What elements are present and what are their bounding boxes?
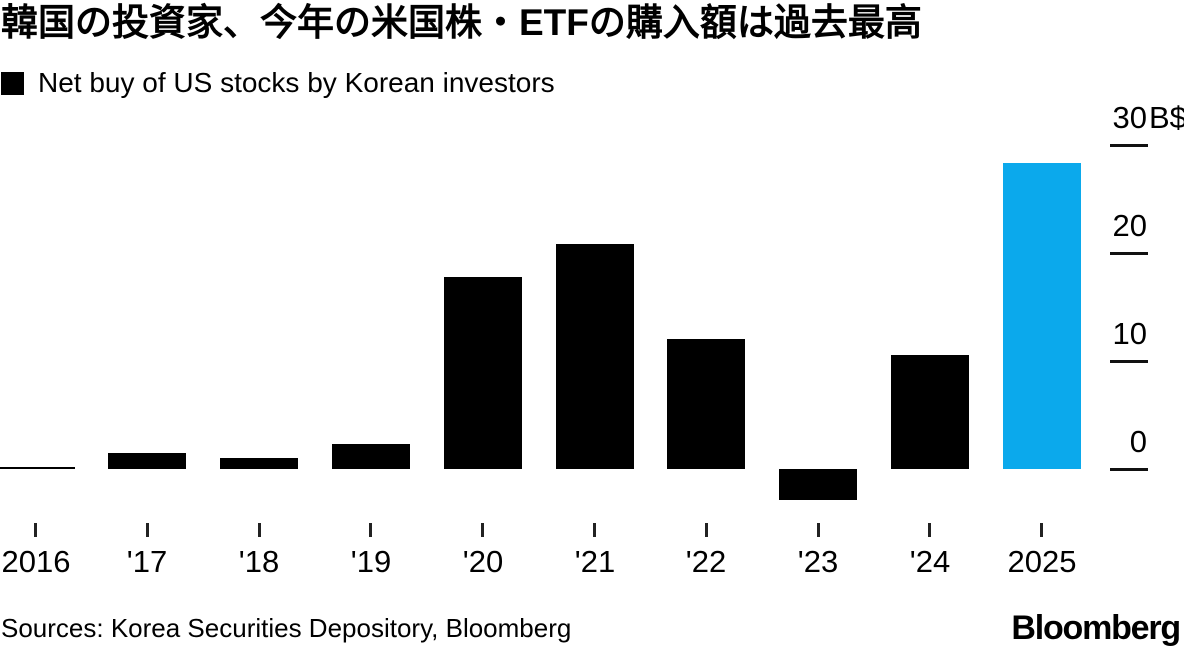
y-axis-unit: B$	[1149, 100, 1184, 135]
x-axis-tick	[1040, 523, 1043, 537]
bar-19	[332, 444, 410, 469]
page-title: 韓国の投資家、今年の米国株・ETFの購入額は過去最高	[1, 2, 922, 43]
x-axis-label: '22	[685, 544, 727, 579]
x-axis-tick	[928, 523, 931, 537]
bloomberg-logo: Bloomberg	[1011, 609, 1181, 647]
x-axis-tick	[593, 523, 596, 537]
x-axis-label: '17	[126, 544, 168, 579]
x-axis-label: '20	[462, 544, 504, 579]
x-axis-tick	[258, 523, 261, 537]
x-axis-tick	[817, 523, 820, 537]
y-axis-tick	[1110, 144, 1148, 147]
x-axis-tick	[705, 523, 708, 537]
chart-legend: Net buy of US stocks by Korean investors	[1, 69, 555, 97]
y-axis-label: 10	[1112, 316, 1147, 351]
x-axis-tick	[146, 523, 149, 537]
x-axis-label: 2025	[1007, 544, 1077, 579]
bar-21	[556, 244, 634, 469]
bar-17	[108, 453, 186, 469]
bar-2025	[1003, 163, 1081, 469]
legend-label: Net buy of US stocks by Korean investors	[38, 67, 555, 98]
y-axis-label: 30 B$	[1027, 99, 1184, 137]
x-axis-label: 2016	[1, 544, 71, 579]
y-axis-label: 0	[1129, 424, 1147, 459]
sources-note: Sources: Korea Securities Depository, Bl…	[1, 613, 572, 643]
x-axis-tick	[481, 523, 484, 537]
x-axis-label: '18	[238, 544, 280, 579]
bar-24	[891, 355, 969, 469]
x-axis-label: '19	[350, 544, 392, 579]
bar-22	[667, 339, 745, 469]
bar-20	[444, 277, 522, 469]
y-axis-label: 20	[1112, 208, 1147, 243]
y-axis-tick	[1110, 468, 1148, 471]
y-axis-tick	[1110, 252, 1148, 255]
x-axis-tick	[369, 523, 372, 537]
x-axis-tick	[34, 523, 37, 537]
x-axis-label: '21	[574, 544, 616, 579]
bar-2016	[0, 467, 75, 469]
bar-23	[779, 469, 857, 500]
bar-18	[220, 458, 298, 469]
x-axis-label: '24	[909, 544, 951, 579]
legend-swatch-icon	[1, 71, 24, 95]
x-axis-label: '23	[797, 544, 839, 579]
y-axis-tick	[1110, 360, 1148, 363]
